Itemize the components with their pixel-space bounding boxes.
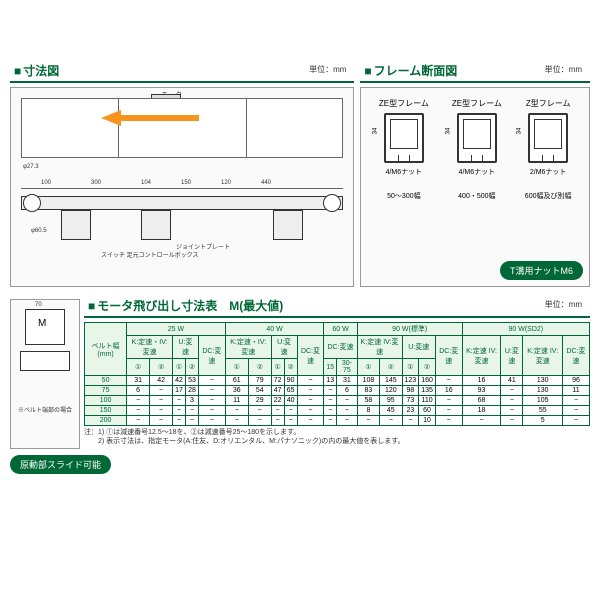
cross-section-icon: 34 [384, 113, 424, 163]
frame-bar [21, 196, 343, 210]
leg-icon [61, 210, 91, 240]
table-row: 100−−−3−11292240−−−589573110−68−105− [85, 396, 590, 406]
frame-drawing: ZE型フレーム 34 4/M6ナット 50〜300幅 ZE型フレーム 34 [360, 87, 590, 287]
table-row: 150−−−−−−−−−−−−8452360−18−55− [85, 406, 590, 416]
dimension-section: 寸法図 単位：mm モータ φ27.3 100 300 104 150 [10, 60, 354, 287]
cross-section-icon: 34 [457, 113, 497, 163]
dim-phi3: φ60.5 [31, 228, 47, 234]
motor-mount-icon [141, 210, 171, 240]
frame-section: フレーム断面図 単位：mm ZE型フレーム 34 4/M6ナット 50〜300幅 [360, 60, 590, 287]
slide-badge: 原動部スライド可能 [10, 455, 111, 474]
table-footnote: 注：1) ①は減速番号12.5〜18を、②は減速番号25〜180を示します。 2… [84, 428, 590, 446]
table-row: 200−−−−−−−−−−−−−−−10−−−5− [85, 416, 590, 426]
frame-type-ze1: ZE型フレーム 34 4/M6ナット 50〜300幅 [379, 98, 429, 201]
frame-title: フレーム断面図 [360, 60, 461, 81]
motor-dimension-table: ベルト幅 (mm) 25 W 40 W 60 W 90 W(標準) 90 W(S… [84, 322, 590, 426]
side-drawing: 70 M ※ベルト端部の場合 [10, 299, 80, 449]
dimension-title: 寸法図 [10, 60, 63, 81]
frame-type-z: Z型フレーム 34 2/M6ナット 600幅及び別幅 [525, 98, 572, 201]
motor-table-unit: 単位：mm [545, 299, 582, 310]
motor-table-title: モータ飛び出し寸法表 M(最大値) [84, 295, 287, 316]
conveyor-side-view: 100 300 104 150 120 440 φ60.5 ジョイントプレート … [21, 188, 343, 258]
conveyor-top-view [21, 98, 343, 158]
side-rect-icon: M [25, 309, 65, 345]
frame-type-ze2: ZE型フレーム 34 4/M6ナット 400・500幅 [452, 98, 502, 201]
roller-icon [23, 194, 41, 212]
side-rect2-icon [20, 351, 70, 371]
switch-label: スイッチ 足元コントロールボックス [101, 250, 199, 259]
dim-phi1: φ27.3 [23, 164, 39, 170]
dimension-unit: 単位：mm [309, 64, 346, 75]
cross-section-icon: 34 [528, 113, 568, 163]
dimension-drawing: モータ φ27.3 100 300 104 150 120 440 [10, 87, 354, 287]
t-nut-badge: T溝用ナットM6 [500, 261, 583, 280]
leg-icon [273, 210, 303, 240]
bracket-label: ※ベルト端部の場合 [14, 405, 76, 414]
table-row: 756−1728−36544765−−683120981351693−13011 [85, 386, 590, 396]
table-row: 5031424253−61797290−1331108145123160−164… [85, 376, 590, 386]
belt-width-header: ベルト幅 (mm) [85, 323, 127, 376]
frame-unit: 単位：mm [545, 64, 582, 75]
